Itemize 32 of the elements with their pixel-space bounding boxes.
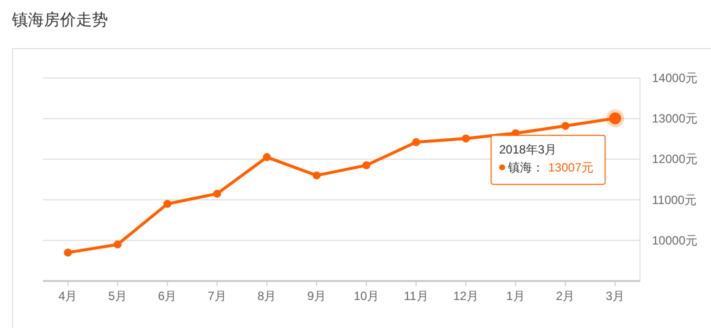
point <box>114 240 122 248</box>
x-tick-label: 3月 <box>606 289 624 303</box>
point <box>163 200 172 208</box>
x-tick-label: 11月 <box>404 289 428 303</box>
point <box>213 190 222 198</box>
point <box>262 153 271 162</box>
x-tick-label: 5月 <box>108 289 127 303</box>
y-tick-label: 12000元 <box>652 152 698 166</box>
x-tick-label: 7月 <box>208 289 226 303</box>
x-tick-label: 6月 <box>158 289 177 303</box>
point <box>561 122 570 130</box>
x-tick-label: 1月 <box>506 289 525 303</box>
y-tick-label: 14000元 <box>652 71 698 85</box>
x-tick-label: 8月 <box>258 289 276 303</box>
x-tick-label: 4月 <box>58 289 78 303</box>
point <box>412 138 420 146</box>
chart-title: 镇海房价走势 <box>11 11 108 29</box>
point <box>64 248 72 257</box>
legend: 镇海： <box>499 160 544 174</box>
x-tick-label: 10月 <box>354 289 380 303</box>
point <box>362 161 370 170</box>
y-tick-label: 13000元 <box>652 112 698 126</box>
point <box>312 171 321 180</box>
y-tick-label: 10000元 <box>652 233 698 248</box>
legend-label: 镇海： <box>507 160 544 174</box>
x-tick-label: 2月 <box>556 289 575 303</box>
y-tick-label: 11000元 <box>652 192 696 207</box>
point <box>462 134 470 142</box>
x-tick-label: 12月 <box>453 289 479 303</box>
data-label: 13007元 <box>548 160 594 174</box>
x-tick-label: 9月 <box>307 289 326 303</box>
annotation: 2018年3月 <box>499 142 556 156</box>
